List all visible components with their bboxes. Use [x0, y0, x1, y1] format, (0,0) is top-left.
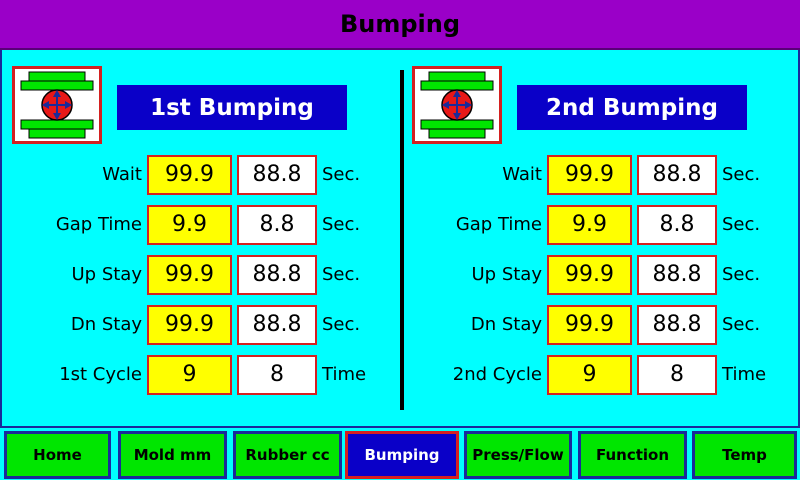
mold-press-icon: [412, 66, 502, 144]
up-stay-actual-value: 88.8: [237, 255, 317, 295]
gap-time-actual-value: 8.8: [637, 205, 717, 245]
nav-temp-button[interactable]: Temp: [692, 431, 797, 479]
nav-bumping-button[interactable]: Bumping: [345, 431, 459, 479]
cycle-actual-value: 8: [637, 355, 717, 395]
gap-time-unit: Sec.: [722, 214, 761, 235]
wait-row: Wait 99.9 88.8 Sec.: [2, 155, 402, 195]
dn-stay-row: Dn Stay 99.9 88.8 Sec.: [2, 305, 402, 345]
up-stay-row: Up Stay 99.9 88.8 Sec.: [2, 255, 402, 295]
wait-label: Wait: [102, 164, 142, 185]
cycle-unit: Time: [722, 364, 767, 385]
cycle-set-field[interactable]: 9: [147, 355, 232, 395]
wait-unit: Sec.: [322, 164, 361, 185]
nav-home-button[interactable]: Home: [4, 431, 111, 479]
mold-press-icon: [12, 66, 102, 144]
wait-set-field[interactable]: 99.9: [547, 155, 632, 195]
second-bumping-panel: 2nd Bumping Wait 99.9 88.8 Sec. Gap Time…: [402, 50, 800, 426]
nav-rubber-cc-button[interactable]: Rubber cc: [233, 431, 342, 479]
cycle-set-field[interactable]: 9: [547, 355, 632, 395]
wait-actual-value: 88.8: [637, 155, 717, 195]
gap-time-row: Gap Time 9.9 8.8 Sec.: [2, 205, 402, 245]
up-stay-actual-value: 88.8: [637, 255, 717, 295]
wait-set-field[interactable]: 99.9: [147, 155, 232, 195]
gap-time-label: Gap Time: [55, 214, 142, 235]
dn-stay-unit: Sec.: [322, 314, 361, 335]
cycle-row: 1st Cycle 9 8 Time: [2, 355, 402, 395]
dn-stay-label: Dn Stay: [470, 314, 542, 335]
dn-stay-row: Dn Stay 99.9 88.8 Sec.: [402, 305, 800, 345]
dn-stay-set-field[interactable]: 99.9: [547, 305, 632, 345]
main-area: 1st Bumping Wait 99.9 88.8 Sec. Gap Time…: [0, 50, 800, 426]
first-bumping-panel: 1st Bumping Wait 99.9 88.8 Sec. Gap Time…: [2, 50, 402, 426]
cycle-unit: Time: [322, 364, 367, 385]
gap-time-set-field[interactable]: 9.9: [547, 205, 632, 245]
up-stay-unit: Sec.: [322, 264, 361, 285]
cycle-label: 1st Cycle: [59, 364, 142, 385]
dn-stay-label: Dn Stay: [70, 314, 142, 335]
first-bumping-title: 1st Bumping: [117, 85, 347, 130]
gap-time-row: Gap Time 9.9 8.8 Sec.: [402, 205, 800, 245]
gap-time-set-field[interactable]: 9.9: [147, 205, 232, 245]
page-title: Bumping: [339, 10, 461, 38]
gap-time-unit: Sec.: [322, 214, 361, 235]
cycle-actual-value: 8: [237, 355, 317, 395]
second-bumping-title: 2nd Bumping: [517, 85, 747, 130]
nav-mold-mm-button[interactable]: Mold mm: [118, 431, 227, 479]
wait-row: Wait 99.9 88.8 Sec.: [402, 155, 800, 195]
cycle-label: 2nd Cycle: [452, 364, 542, 385]
nav-function-button[interactable]: Function: [578, 431, 687, 479]
dn-stay-set-field[interactable]: 99.9: [147, 305, 232, 345]
wait-unit: Sec.: [722, 164, 761, 185]
up-stay-row: Up Stay 99.9 88.8 Sec.: [402, 255, 800, 295]
bottom-nav: Home Mold mm Rubber cc Bumping Press/Flo…: [0, 426, 800, 480]
wait-actual-value: 88.8: [237, 155, 317, 195]
dn-stay-unit: Sec.: [722, 314, 761, 335]
header-bar: Bumping: [0, 0, 800, 50]
nav-press-flow-button[interactable]: Press/Flow: [464, 431, 572, 479]
gap-time-label: Gap Time: [455, 214, 542, 235]
dn-stay-actual-value: 88.8: [637, 305, 717, 345]
up-stay-set-field[interactable]: 99.9: [147, 255, 232, 295]
up-stay-label: Up Stay: [471, 264, 543, 285]
up-stay-unit: Sec.: [722, 264, 761, 285]
up-stay-set-field[interactable]: 99.9: [547, 255, 632, 295]
cycle-row: 2nd Cycle 9 8 Time: [402, 355, 800, 395]
up-stay-label: Up Stay: [71, 264, 143, 285]
wait-label: Wait: [502, 164, 542, 185]
panel-divider: [400, 70, 404, 410]
gap-time-actual-value: 8.8: [237, 205, 317, 245]
dn-stay-actual-value: 88.8: [237, 305, 317, 345]
